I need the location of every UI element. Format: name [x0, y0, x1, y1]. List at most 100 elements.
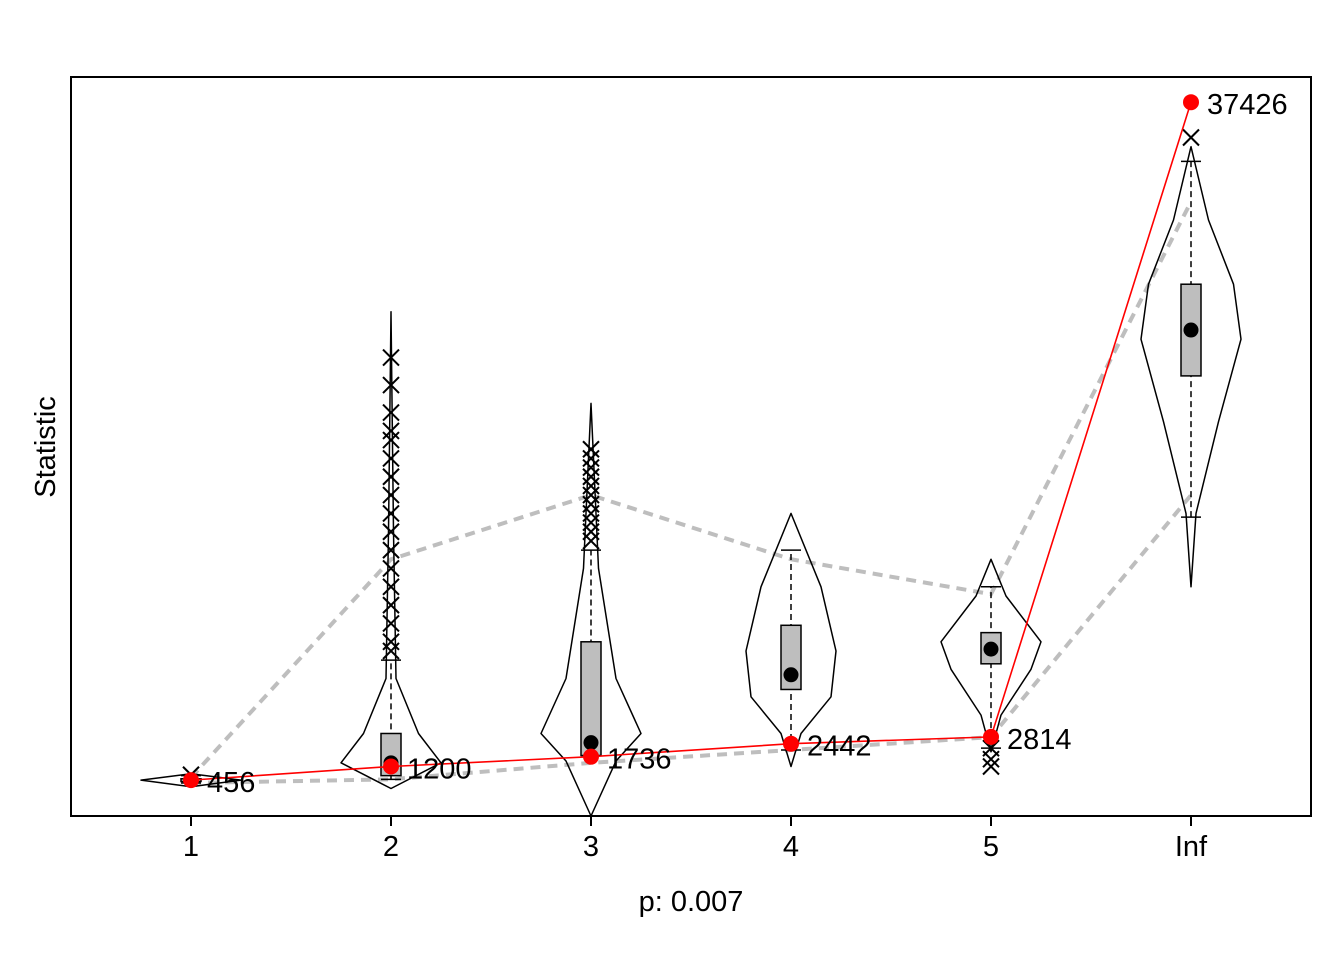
outlier-mark — [382, 578, 400, 596]
outlier-stroke — [582, 486, 600, 504]
lower-quantile-line — [190, 493, 1193, 785]
outlier-stroke — [982, 757, 1000, 776]
outlier-stroke — [382, 431, 400, 449]
median-dot — [583, 735, 599, 751]
violin-group-5 — [940, 558, 1042, 776]
observed-label-2: 1200 — [407, 753, 472, 785]
observed-label-4: 2442 — [807, 731, 872, 763]
observed-line — [190, 101, 1192, 781]
outlier-mark — [382, 614, 400, 633]
outlier-stroke — [382, 614, 400, 633]
outlier-stroke — [382, 596, 400, 614]
observed-label-5: 2814 — [1007, 724, 1072, 756]
observed-point-5 — [983, 728, 999, 745]
outlier-mark — [382, 504, 400, 523]
outlier-stroke — [582, 504, 600, 523]
outlier-stroke — [382, 376, 400, 394]
violin-group-Inf — [1140, 128, 1242, 588]
outlier-stroke — [382, 348, 400, 367]
violins — [140, 128, 1242, 817]
outlier-mark — [382, 431, 400, 449]
outlier-stroke — [382, 541, 400, 559]
observed-label-Inf: 37426 — [1207, 89, 1288, 121]
outlier-mark — [982, 757, 1000, 776]
outlier-mark — [382, 449, 400, 468]
median-dot — [983, 641, 999, 657]
x-tick-label-Inf: Inf — [1175, 831, 1208, 863]
outlier-mark — [582, 458, 600, 477]
outlier-mark — [582, 513, 600, 532]
x-tick-label-2: 2 — [383, 831, 399, 863]
outlier-stroke — [582, 449, 600, 468]
y-axis-title: Statistic — [30, 396, 62, 498]
outlier-stroke — [382, 523, 400, 541]
outlier-mark — [382, 348, 400, 367]
violin-outline — [340, 310, 442, 790]
median-dot — [1183, 322, 1199, 338]
violin-outline — [1140, 145, 1242, 588]
outlier-stroke — [382, 449, 400, 468]
observed-point-3 — [583, 748, 599, 765]
observed-label-3: 1736 — [607, 744, 672, 776]
outlier-stroke — [582, 440, 600, 458]
outlier-stroke — [582, 458, 600, 477]
x-tick-label-1: 1 — [183, 831, 199, 863]
violin-group-3 — [540, 402, 642, 817]
outlier-stroke — [382, 633, 400, 651]
outlier-mark — [582, 495, 600, 513]
outlier-mark — [382, 403, 400, 422]
outlier-mark — [382, 596, 400, 614]
outlier-stroke — [382, 504, 400, 523]
outlier-mark — [382, 642, 400, 660]
x-tick-label-5: 5 — [983, 831, 999, 863]
observed-point-1 — [183, 772, 199, 789]
observed-label-1: 456 — [207, 767, 255, 799]
outlier-mark — [582, 477, 600, 495]
upper-quantile-line — [189, 200, 1193, 779]
outlier-stroke — [582, 532, 600, 550]
outlier-mark — [582, 532, 600, 550]
outlier-mark — [382, 633, 400, 651]
x-axis: 1 2 3 4 5 Inf — [183, 816, 1208, 863]
outlier-stroke — [582, 495, 600, 513]
outlier-stroke — [382, 403, 400, 422]
outlier-stroke — [382, 486, 400, 504]
outlier-mark — [382, 376, 400, 394]
violin-outline — [540, 402, 642, 817]
x-tick-label-3: 3 — [583, 831, 599, 863]
outlier-mark — [582, 440, 600, 458]
violin-group-4 — [745, 512, 837, 768]
outlier-mark — [382, 486, 400, 504]
outlier-stroke — [382, 468, 400, 486]
outlier-stroke — [1182, 128, 1200, 147]
outlier-stroke — [382, 642, 400, 660]
outlier-mark — [382, 468, 400, 486]
outlier-stroke — [582, 513, 600, 532]
observed-point-Inf — [1183, 94, 1199, 111]
outlier-mark — [582, 449, 600, 468]
outlier-mark — [382, 541, 400, 559]
outlier-stroke — [582, 468, 600, 486]
outlier-mark — [382, 559, 400, 578]
outlier-stroke — [382, 559, 400, 578]
observed-point-4 — [783, 735, 799, 752]
outlier-mark — [382, 422, 400, 440]
outlier-stroke — [582, 523, 600, 541]
outlier-stroke — [582, 477, 600, 495]
outlier-stroke — [382, 578, 400, 596]
observed-point-2 — [383, 758, 399, 775]
outlier-mark — [382, 523, 400, 541]
outlier-mark — [582, 486, 600, 504]
quantile-bands — [189, 200, 1193, 785]
plot-frame — [70, 76, 1312, 817]
violin-outline — [940, 558, 1042, 753]
median-dot — [783, 667, 799, 683]
outlier-mark — [582, 468, 600, 486]
violin-outline — [745, 512, 837, 768]
outlier-mark — [582, 504, 600, 523]
x-axis-title: p: 0.007 — [639, 886, 744, 918]
outlier-mark — [582, 523, 600, 541]
outlier-stroke — [382, 422, 400, 440]
x-tick-label-4: 4 — [783, 831, 799, 863]
